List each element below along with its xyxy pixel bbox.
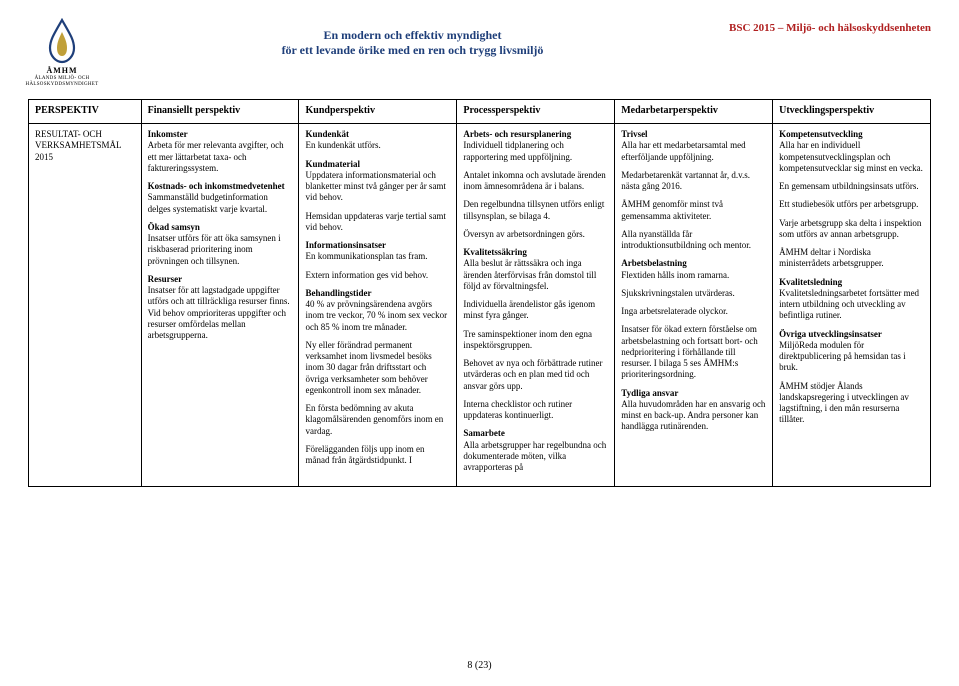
cell-utveckling: KompetensutvecklingAlla har en individue… <box>773 124 931 487</box>
c3h1: Arbets- och resursplanering <box>463 129 571 139</box>
c5h6: Kvalitetsledning <box>779 277 842 287</box>
page-container: ÅMHM ÅLANDS MILJÖ- OCH HÄLSOSKYDDSMYNDIG… <box>0 0 959 686</box>
goals-row-label: RESULTAT- OCH VERKSAMHETSMÅL 2015 <box>29 124 142 487</box>
c3h10: Samarbete <box>463 428 505 438</box>
c4p5: Flextiden hålls inom ramarna. <box>621 270 729 280</box>
cell-medarbetar: TrivselAlla har ett medarbetarsamtal med… <box>615 124 773 487</box>
row-label-l2: VERKSAMHETSMÅL 2015 <box>35 140 121 161</box>
c2p5: Extern information ges vid behov. <box>305 270 428 280</box>
c1h3: Ökad samsyn <box>148 222 200 232</box>
c4p4: Alla nyanställda får introduktionsutbild… <box>621 229 751 250</box>
cell-process: Arbets- och resursplaneringIndividuell t… <box>457 124 615 487</box>
page-number: 8 (23) <box>0 660 959 673</box>
c5p5: ÅMHM deltar i Nordiska ministerrådets ar… <box>779 247 883 268</box>
logo-text: ÅMHM ÅLANDS MILJÖ- OCH HÄLSOSKYDDSMYNDIG… <box>26 66 99 89</box>
c1p2: Sammanställd budgetinformation delges sy… <box>148 192 268 213</box>
c2p2: Uppdatera informationsmaterial och blank… <box>305 170 445 203</box>
c2p7: Ny eller förändrad permanent verksamhet … <box>305 340 431 395</box>
c4p6: Sjukskrivningstalen utvärderas. <box>621 288 734 298</box>
right-heading: BSC 2015 – Miljö- och hälsoskyddsenheten <box>729 18 931 36</box>
c3p4: Översyn av arbetsordningen görs. <box>463 229 584 239</box>
c3p2: Antalet inkomna och avslutade ärenden in… <box>463 170 605 191</box>
perspective-3: Processperspektiv <box>457 99 615 124</box>
c5p4: Varje arbetsgrupp ska delta i inspektion… <box>779 218 921 239</box>
perspective-label: PERSPEKTIV <box>29 99 142 124</box>
title-line-2: för ett levande örike med en ren och try… <box>96 43 729 58</box>
c3p8: Behovet av nya och förbättrade rutiner u… <box>463 358 602 391</box>
c4p8: Insatser för ökad extern förståelse om a… <box>621 324 757 379</box>
cell-kund: KundenkätEn kundenkät utförs. Kundmateri… <box>299 124 457 487</box>
c5h7: Övriga utvecklingsinsatser <box>779 329 882 339</box>
c1p3: Insatser utförs för att öka samsynen i r… <box>148 233 281 266</box>
center-heading: En modern och effektiv myndighet för ett… <box>96 18 729 58</box>
goals-row: RESULTAT- OCH VERKSAMHETSMÅL 2015 Inkoms… <box>29 124 931 487</box>
perspective-1: Finansiellt perspektiv <box>141 99 299 124</box>
c3p9: Interna checklistor och rutiner uppdater… <box>463 399 572 420</box>
c3p5: Alla beslut är rättssäkra och inga ärend… <box>463 258 596 291</box>
c1p1: Arbeta för mer relevanta avgifter, och e… <box>148 140 284 173</box>
c3p10: Alla arbetsgrupper har regelbundna och d… <box>463 440 606 473</box>
bsc-matrix: PERSPEKTIV Finansiellt perspektiv Kundpe… <box>28 99 931 488</box>
c4p7: Inga arbetsrelaterade olyckor. <box>621 306 728 316</box>
c3p6: Individuella ärendelistor gås igenom min… <box>463 299 595 320</box>
c2h4: Informationsinsatser <box>305 240 386 250</box>
c4p3: ÅMHM genomför minst två gemensamma aktiv… <box>621 199 723 220</box>
c4p1: Alla har ett medarbetarsamtal med efterf… <box>621 140 745 161</box>
row-label-l1: RESULTAT- OCH <box>35 129 102 139</box>
c2h1: Kundenkät <box>305 129 349 139</box>
c3h5: Kvalitetssäkring <box>463 247 527 257</box>
c1h1: Inkomster <box>148 129 188 139</box>
c1h4: Resurser <box>148 274 183 284</box>
c4h9: Tydliga ansvar <box>621 388 678 398</box>
c2p8: En första bedömning av akuta klagomålsär… <box>305 403 443 436</box>
c2p3: Hemsidan uppdateras varje tertial samt v… <box>305 211 445 232</box>
c4h5: Arbetsbelastning <box>621 258 687 268</box>
logo-icon <box>44 18 80 64</box>
c2h6: Behandlingstider <box>305 288 371 298</box>
perspective-2: Kundperspektiv <box>299 99 457 124</box>
c1p4: Insatser för att lagstadgade uppgifter u… <box>148 285 290 340</box>
c2h2: Kundmaterial <box>305 159 360 169</box>
c3p1: Individuell tidplanering och rapporterin… <box>463 140 572 161</box>
logo-block: ÅMHM ÅLANDS MILJÖ- OCH HÄLSOSKYDDSMYNDIG… <box>28 18 96 89</box>
perspective-4: Medarbetarperspektiv <box>615 99 773 124</box>
logo-title: ÅMHM <box>26 66 99 76</box>
c5p1: Alla har en individuell kompetensutveckl… <box>779 140 923 173</box>
c5p6: Kvalitetsledningsarbetet fortsätter med … <box>779 288 919 321</box>
c1h2: Kostnads- och inkomstmedvetenhet <box>148 181 285 191</box>
c2p1: En kundenkät utförs. <box>305 140 380 150</box>
c5p3: Ett studiebesök utförs per arbetsgrupp. <box>779 199 918 209</box>
title-line-1: En modern och effektiv myndighet <box>96 28 729 43</box>
c2p6: 40 % av prövningsärendena avgörs inom tr… <box>305 299 447 332</box>
c5p2: En gemensam utbildningsinsats utförs. <box>779 181 919 191</box>
c2p9: Förelägganden följs upp inom en månad fr… <box>305 444 424 465</box>
perspective-row: PERSPEKTIV Finansiellt perspektiv Kundpe… <box>29 99 931 124</box>
c3p7: Tre saminspektioner inom den egna inspek… <box>463 329 592 350</box>
header-row: ÅMHM ÅLANDS MILJÖ- OCH HÄLSOSKYDDSMYNDIG… <box>28 18 931 89</box>
c3p3: Den regelbundna tillsynen utförs enligt … <box>463 199 604 220</box>
cell-finansiellt: InkomsterArbeta för mer relevanta avgift… <box>141 124 299 487</box>
c2p4: En kommunikationsplan tas fram. <box>305 251 427 261</box>
c4h1: Trivsel <box>621 129 647 139</box>
c5p8: ÅMHM stödjer Ålands landskapsregering i … <box>779 381 909 425</box>
perspective-5: Utvecklingsperspektiv <box>773 99 931 124</box>
c4p2: Medarbetarenkät vartannat år, d.v.s. näs… <box>621 170 750 191</box>
logo-sub2: HÄLSOSKYDDSMYNDIGHET <box>26 82 99 88</box>
c5p7: MiljöReda modulen för direktpublicering … <box>779 340 905 373</box>
c4p9: Alla huvudområden har en ansvarig och mi… <box>621 399 765 432</box>
c5h1: Kompetensutveckling <box>779 129 863 139</box>
